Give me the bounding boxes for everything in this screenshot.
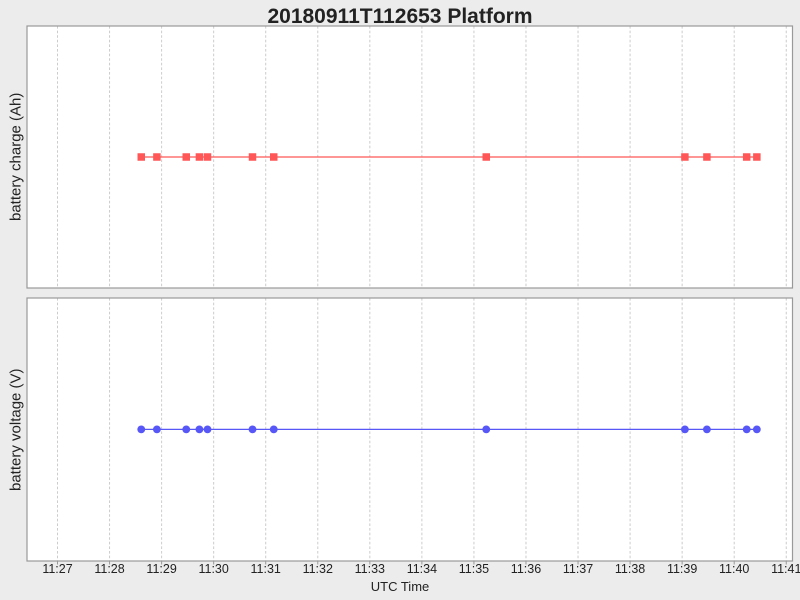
svg-text:11:27: 11:27 xyxy=(42,562,72,576)
svg-text:11:40: 11:40 xyxy=(719,562,749,576)
svg-text:11:36: 11:36 xyxy=(511,562,541,576)
svg-text:11:41: 11:41 xyxy=(771,562,800,576)
svg-text:11:28: 11:28 xyxy=(94,562,124,576)
svg-text:11:39: 11:39 xyxy=(667,562,697,576)
svg-text:11:37: 11:37 xyxy=(563,562,593,576)
svg-text:11:34: 11:34 xyxy=(407,562,437,576)
svg-text:11:29: 11:29 xyxy=(146,562,176,576)
svg-text:11:38: 11:38 xyxy=(615,562,645,576)
svg-text:11:32: 11:32 xyxy=(303,562,333,576)
svg-text:11:33: 11:33 xyxy=(355,562,385,576)
svg-text:11:30: 11:30 xyxy=(198,562,228,576)
svg-text:11:35: 11:35 xyxy=(459,562,489,576)
svg-text:11:31: 11:31 xyxy=(251,562,281,576)
